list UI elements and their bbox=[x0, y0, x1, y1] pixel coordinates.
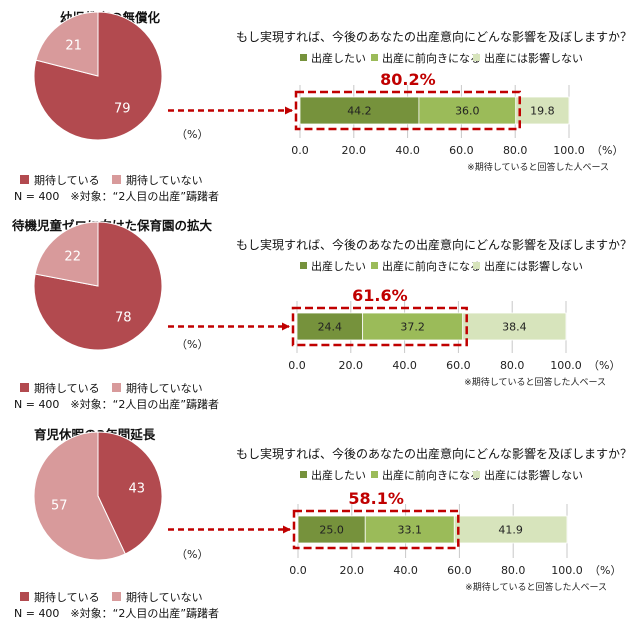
legend-swatch-not-expect bbox=[112, 592, 121, 601]
x-tick-label: 80.0 bbox=[503, 144, 528, 157]
bar-legend-label: 出産したい bbox=[311, 51, 366, 65]
bar-value-label: 44.2 bbox=[347, 105, 372, 118]
pie-slice-not-expect bbox=[33, 431, 126, 561]
base-note: ※期待していると回答した人ベース bbox=[465, 581, 607, 593]
legend-swatch-expect bbox=[20, 175, 29, 184]
bar-value-label: 19.8 bbox=[530, 105, 555, 118]
x-tick-label: 60.0 bbox=[446, 359, 471, 372]
legend-swatch-expect bbox=[20, 383, 29, 392]
bar-legend-swatch bbox=[473, 262, 480, 269]
bar-value-label: 25.0 bbox=[319, 524, 344, 537]
sample-note: N = 400 ※対象：“2人目の出産”躊躇者 bbox=[14, 606, 219, 620]
pie-slice-not-expect bbox=[35, 11, 99, 77]
bar-segment bbox=[453, 515, 568, 544]
bar-legend-swatch bbox=[300, 262, 307, 269]
legend-swatch-not-expect bbox=[112, 383, 121, 392]
bar-value-label: 41.9 bbox=[498, 524, 523, 537]
pie-unit-label: （%） bbox=[176, 548, 208, 561]
legend-label-expect: 期待している bbox=[34, 173, 100, 187]
bar-legend-label: 出産に前向きになる bbox=[382, 51, 481, 65]
question-text: もし実現すれば、今後のあなたの出産意向にどんな影響を及ぼしますか？ bbox=[236, 29, 626, 44]
x-tick-label: 20.0 bbox=[342, 144, 367, 157]
bar-legend-label: 出産したい bbox=[311, 468, 366, 482]
x-tick-label: 100.0 bbox=[553, 144, 585, 157]
bar-segment bbox=[297, 515, 366, 544]
pie-slice-expect bbox=[33, 221, 163, 351]
bar-segment bbox=[362, 312, 464, 341]
bar-value-label: 24.4 bbox=[318, 321, 343, 334]
x-tick-label: 0.0 bbox=[289, 564, 307, 577]
legend-label-expect: 期待している bbox=[34, 590, 100, 604]
x-tick-label: 0.0 bbox=[288, 359, 306, 372]
pie-value-label: 57 bbox=[51, 499, 68, 514]
pie-unit-label: （%） bbox=[176, 128, 208, 141]
bar-legend-swatch bbox=[473, 471, 480, 478]
bar-legend-swatch bbox=[300, 54, 307, 61]
x-tick-label: 40.0 bbox=[393, 564, 418, 577]
x-tick-label: 60.0 bbox=[449, 144, 474, 157]
bar-segment bbox=[515, 96, 570, 125]
x-tick-label: 80.0 bbox=[500, 359, 525, 372]
question-text: もし実現すれば、今後のあなたの出産意向にどんな影響を及ぼしますか？ bbox=[236, 237, 626, 252]
x-tick-label: 0.0 bbox=[291, 144, 309, 157]
x-tick-label: 80.0 bbox=[501, 564, 526, 577]
legend-swatch-expect bbox=[20, 592, 29, 601]
x-tick-label: 60.0 bbox=[447, 564, 472, 577]
bar-value-label: 36.0 bbox=[455, 105, 480, 118]
bar-legend-swatch bbox=[300, 471, 307, 478]
pie-value-label: 21 bbox=[65, 39, 82, 54]
legend-swatch-not-expect bbox=[112, 175, 121, 184]
bar-legend-label: 出産に前向きになる bbox=[382, 259, 481, 273]
bar-unit-label: （%） bbox=[588, 359, 620, 372]
bar-unit-label: （%） bbox=[591, 144, 623, 157]
bar-legend-label: 出産には影響しない bbox=[484, 468, 583, 482]
bar-legend-label: 出産したい bbox=[311, 259, 366, 273]
pie-value-label: 79 bbox=[114, 101, 131, 116]
bar-legend-swatch bbox=[371, 54, 378, 61]
legend-label-not-expect: 期待していない bbox=[126, 590, 203, 604]
x-tick-label: 20.0 bbox=[340, 564, 365, 577]
x-tick-label: 100.0 bbox=[551, 564, 583, 577]
pie-slice-expect bbox=[97, 431, 163, 555]
pie-value-label: 78 bbox=[115, 311, 132, 326]
question-text: もし実現すれば、今後のあなたの出産意向にどんな影響を及ぼしますか？ bbox=[236, 446, 626, 461]
legend-label-expect: 期待している bbox=[34, 381, 100, 395]
bar-value-label: 37.2 bbox=[400, 321, 425, 334]
pie-slice-not-expect bbox=[34, 221, 99, 287]
bar-segment bbox=[296, 312, 364, 341]
base-note: ※期待していると回答した人ベース bbox=[467, 161, 609, 173]
bar-legend-label: 出産に前向きになる bbox=[382, 468, 481, 482]
bar-segment bbox=[462, 312, 567, 341]
bar-legend-swatch bbox=[371, 471, 378, 478]
pie-unit-label: （%） bbox=[176, 338, 208, 351]
legend-label-not-expect: 期待していない bbox=[126, 173, 203, 187]
pie-value-label: 22 bbox=[64, 249, 81, 264]
x-tick-label: 40.0 bbox=[392, 359, 417, 372]
x-tick-label: 100.0 bbox=[550, 359, 582, 372]
highlight-box bbox=[294, 90, 521, 131]
bar-legend-label: 出産には影響しない bbox=[484, 51, 583, 65]
pie-value-label: 43 bbox=[128, 481, 145, 496]
highlight-percent: 80.2% bbox=[380, 70, 436, 89]
x-tick-label: 20.0 bbox=[339, 359, 364, 372]
highlight-percent: 58.1% bbox=[348, 489, 404, 508]
bar-value-label: 38.4 bbox=[502, 321, 527, 334]
highlight-percent: 61.6% bbox=[352, 286, 408, 305]
bar-unit-label: （%） bbox=[589, 564, 621, 577]
x-tick-label: 40.0 bbox=[395, 144, 420, 157]
sample-note: N = 400 ※対象：“2人目の出産”躊躇者 bbox=[14, 397, 219, 411]
bar-legend-swatch bbox=[371, 262, 378, 269]
bar-value-label: 33.1 bbox=[398, 524, 423, 537]
legend-label-not-expect: 期待していない bbox=[126, 381, 203, 395]
bar-segment bbox=[364, 515, 455, 544]
bar-legend-label: 出産には影響しない bbox=[484, 259, 583, 273]
highlight-box bbox=[292, 509, 460, 550]
highlight-box bbox=[291, 306, 468, 347]
sample-note: N = 400 ※対象：“2人目の出産”躊躇者 bbox=[14, 189, 219, 203]
bar-segment bbox=[299, 96, 420, 125]
base-note: ※期待していると回答した人ベース bbox=[464, 376, 606, 388]
bar-legend-swatch bbox=[473, 54, 480, 61]
